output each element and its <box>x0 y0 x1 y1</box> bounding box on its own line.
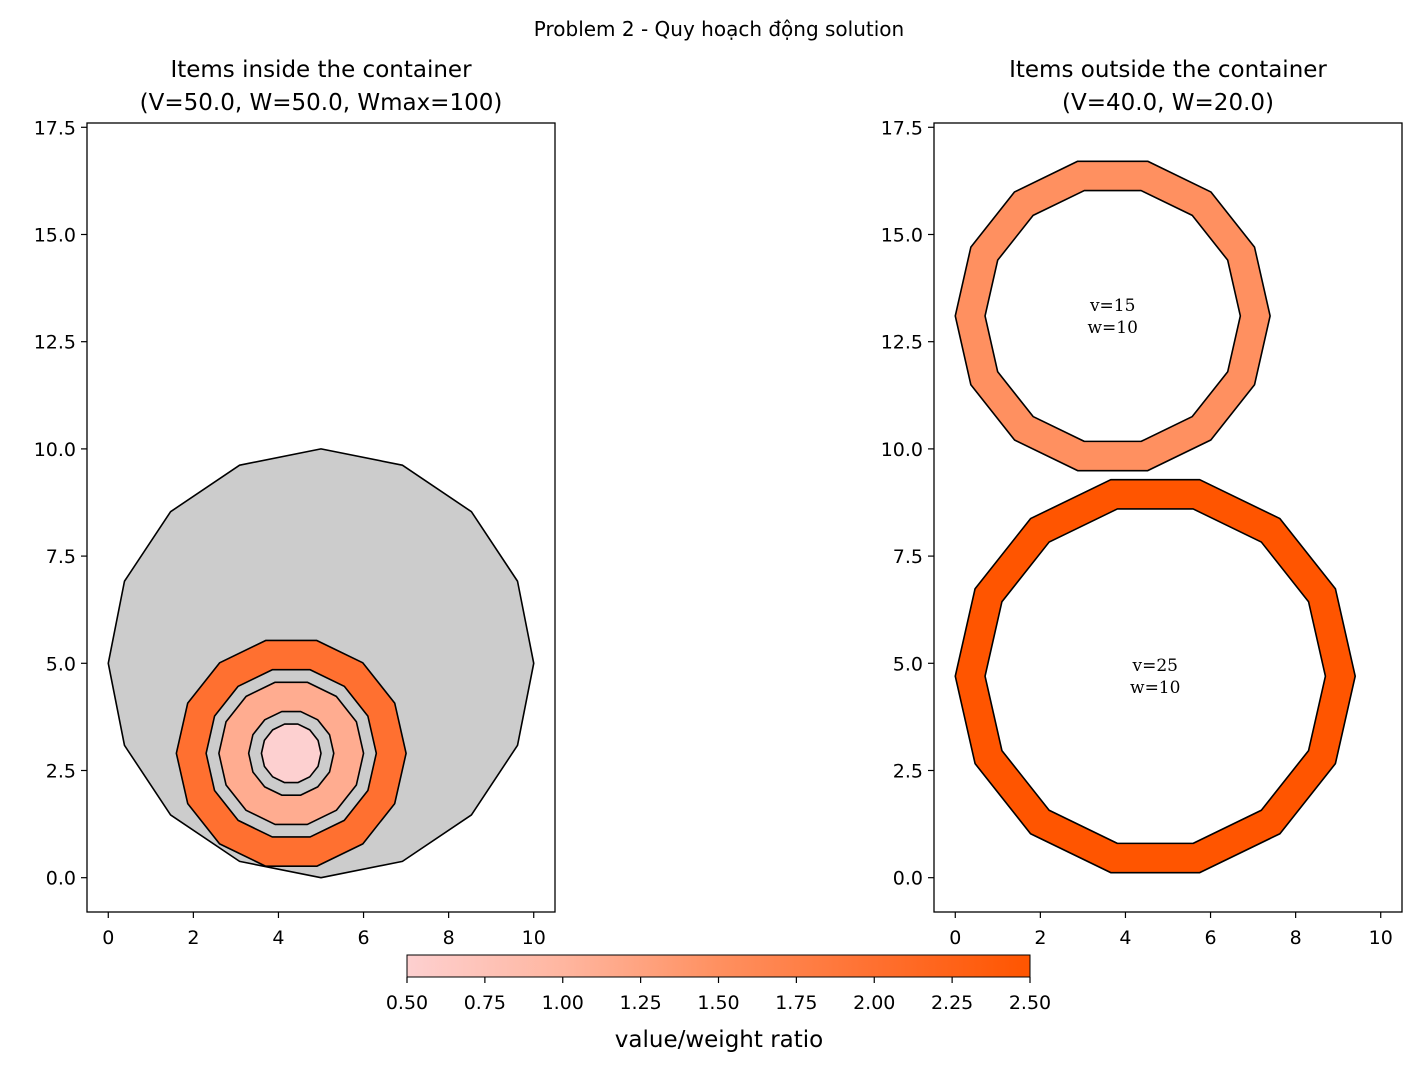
colorbar: 0.50 0.75 1.00 1.25 1.50 1.75 2.00 2.25 2.50 val… <box>386 954 1051 1053</box>
axes-outside-title-line2: (V=40.0, W=20.0) <box>1062 90 1274 116</box>
y-tick-label: 12.5 <box>881 332 923 354</box>
y-tick-label: 15.0 <box>34 224 76 246</box>
colorbar-label: value/weight ratio <box>615 1027 823 1053</box>
axes-inside-title-line2: (V=50.0, W=50.0, Wmax=100) <box>140 90 503 116</box>
y-tick-label: 7.5 <box>893 546 923 568</box>
shapes-inside <box>107 448 535 879</box>
x-tick-label: 0 <box>949 927 961 949</box>
x-tick-label: 4 <box>272 927 284 949</box>
shape-ring-orange <box>175 639 407 868</box>
y-tick-label: 10.0 <box>881 439 923 461</box>
item-weight-label: w=10 <box>1130 678 1180 698</box>
y-tick-label: 2.5 <box>893 760 923 782</box>
y-tick-label: 2.5 <box>46 760 76 782</box>
y-tick-label: 0.0 <box>893 868 923 890</box>
axes-inside: Items inside the container (V=50.0, W=50… <box>34 57 556 949</box>
axes-outside-title-line1: Items outside the container <box>1009 57 1327 83</box>
x-tick-label: 10 <box>522 927 546 949</box>
axes-frame-inside <box>86 122 556 913</box>
colorbar-gradient <box>406 954 1031 978</box>
x-tick-label: 0 <box>102 927 114 949</box>
axes-outside: Items outside the container (V=40.0, W=2… <box>881 57 1403 949</box>
x-tick-label: 10 <box>1369 927 1393 949</box>
x-tick-label: 6 <box>357 927 369 949</box>
colorbar-tick-label: 2.00 <box>853 992 895 1014</box>
y-tick-label: 5.0 <box>893 653 923 675</box>
y-tick-label: 0.0 <box>46 868 76 890</box>
colorbar-tick-label: 2.25 <box>931 992 973 1014</box>
x-tick-label: 6 <box>1204 927 1216 949</box>
item-value-label: v=15 <box>1089 296 1135 316</box>
item-value-label: v=25 <box>1131 656 1177 676</box>
y-tick-label: 5.0 <box>46 653 76 675</box>
colorbar-tick-label: 1.50 <box>697 992 739 1014</box>
x-tick-label: 2 <box>1034 927 1046 949</box>
y-tick-label: 17.5 <box>34 117 76 139</box>
axes-frame-outside <box>933 122 1403 913</box>
x-tick-label: 8 <box>443 927 455 949</box>
shapes-outside <box>954 160 1356 874</box>
y-tick-label: 15.0 <box>881 224 923 246</box>
colorbar-tick-label: 1.00 <box>542 992 584 1014</box>
y-tick-label: 7.5 <box>46 546 76 568</box>
colorbar-tick-label: 2.50 <box>1009 992 1051 1014</box>
x-tick-label: 4 <box>1119 927 1131 949</box>
y-tick-label: 17.5 <box>881 117 923 139</box>
colorbar-tick-label: 1.75 <box>775 992 817 1014</box>
shape-ring-item-2 <box>954 478 1356 874</box>
shape-disc-pink <box>260 723 322 784</box>
y-tick-label: 10.0 <box>34 439 76 461</box>
x-tick-label: 8 <box>1290 927 1302 949</box>
y-tick-label: 12.5 <box>34 332 76 354</box>
shape-ring-salmon <box>218 681 365 826</box>
x-tick-label: 2 <box>187 927 199 949</box>
colorbar-tick-label: 0.50 <box>386 992 428 1014</box>
figure-suptitle: Problem 2 - Quy hoạch động solution <box>534 17 904 41</box>
colorbar-tick-label: 0.75 <box>464 992 506 1014</box>
colorbar-tick-label: 1.25 <box>619 992 661 1014</box>
shape-ring-item-1 <box>954 160 1271 472</box>
axes-inside-title-line1: Items inside the container <box>170 57 472 83</box>
item-weight-label: w=10 <box>1087 318 1137 338</box>
